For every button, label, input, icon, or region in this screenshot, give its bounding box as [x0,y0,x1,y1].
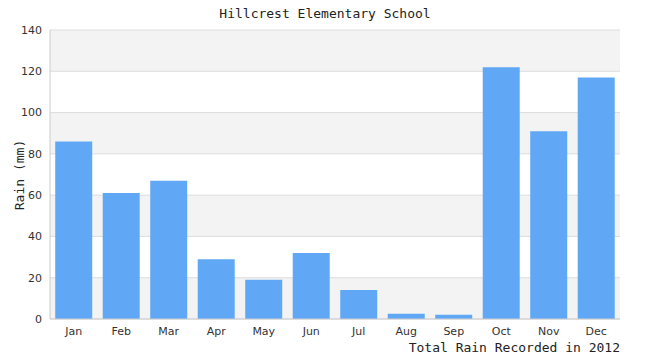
svg-text:Dec: Dec [586,325,607,338]
svg-text:Apr: Apr [207,325,227,338]
svg-text:40: 40 [28,230,42,243]
html-text:Total Rain Recorded in 2012: Total Rain Recorded in 2012 [408,340,620,355]
svg-text:Jan: Jan [64,325,82,338]
svg-text:Oct: Oct [492,325,512,338]
svg-text:Jul: Jul [351,325,365,338]
svg-text:0: 0 [35,313,42,326]
svg-text:100: 100 [21,106,42,119]
svg-text:Aug: Aug [396,325,417,338]
svg-text:Sep: Sep [443,325,464,338]
svg-text:Jun: Jun [302,325,320,338]
svg-text:20: 20 [28,272,42,285]
svg-text:Feb: Feb [112,325,131,338]
svg-text:Nov: Nov [538,325,560,338]
html-text:Rain (mm): Rain (mm) [11,139,27,211]
svg-text:60: 60 [28,189,42,202]
svg-text:140: 140 [21,24,42,37]
html-text:Hillcrest Elementary School: Hillcrest Elementary School [219,6,431,21]
svg-text:Mar: Mar [158,325,179,338]
svg-text:120: 120 [21,65,42,78]
svg-text:80: 80 [28,148,42,161]
svg-text:May: May [252,325,275,338]
